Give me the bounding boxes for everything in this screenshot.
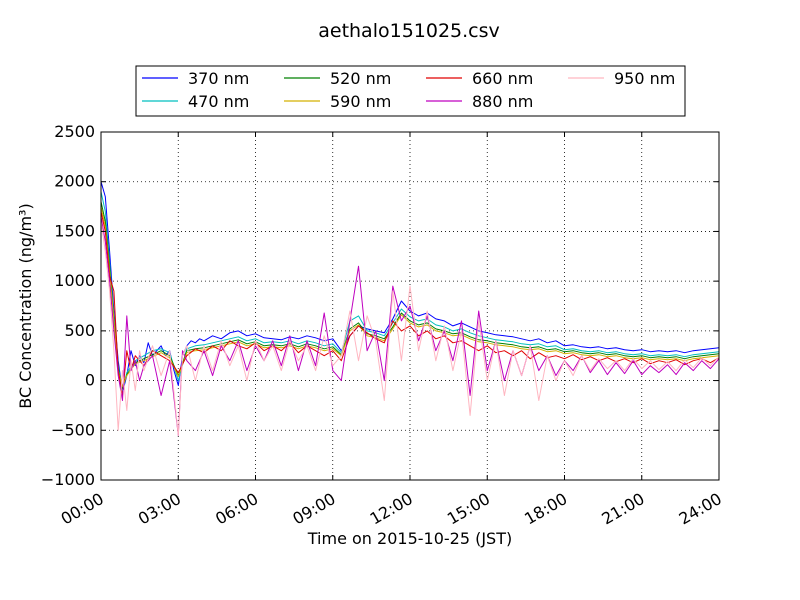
legend-label-0: 370 nm	[188, 69, 249, 88]
y-tick-label: 500	[64, 321, 95, 340]
y-tick-label: 2500	[54, 122, 95, 141]
legend-box	[135, 65, 686, 117]
y-tick-label: 2000	[54, 172, 95, 191]
y-tick-label: −1000	[41, 470, 95, 489]
x-tick-label: 15:00	[444, 489, 493, 529]
y-tick-label: 0	[85, 371, 95, 390]
y-axis-ticks: −1000 −500 0 500 1000 1500 2000 2500	[41, 122, 719, 489]
x-tick-label: 06:00	[212, 489, 261, 529]
legend: 370 nm 470 nm 520 nm 590 nm 660 nm 880 nm 950 …	[135, 65, 686, 117]
legend-label-1: 470 nm	[188, 92, 249, 111]
legend-label-2: 520 nm	[330, 69, 391, 88]
legend-label-3: 590 nm	[330, 92, 391, 111]
plot-series	[100, 181, 720, 436]
series-line-5	[100, 216, 720, 436]
x-tick-label: 00:00	[58, 489, 107, 529]
chart-title: aethalo151025.csv	[318, 20, 500, 42]
y-tick-label: 1000	[54, 271, 95, 290]
x-axis-label: Time on 2015-10-25 (JST)	[307, 529, 512, 548]
x-tick-label: 12:00	[367, 489, 416, 529]
x-tick-label: 18:00	[521, 489, 570, 529]
legend-label-4: 660 nm	[472, 69, 533, 88]
y-axis-label: BC Concentration (ng/m³)	[16, 203, 35, 408]
y-tick-label: −500	[51, 420, 95, 439]
legend-label-6: 950 nm	[614, 69, 675, 88]
x-tick-label: 09:00	[289, 489, 338, 529]
series-line-6	[100, 221, 720, 436]
x-tick-label: 21:00	[598, 489, 647, 529]
series-line-4	[100, 211, 720, 396]
x-tick-label: 03:00	[135, 489, 184, 529]
legend-label-5: 880 nm	[472, 92, 533, 111]
x-tick-label: 24:00	[676, 489, 725, 529]
y-tick-label: 1500	[54, 221, 95, 240]
